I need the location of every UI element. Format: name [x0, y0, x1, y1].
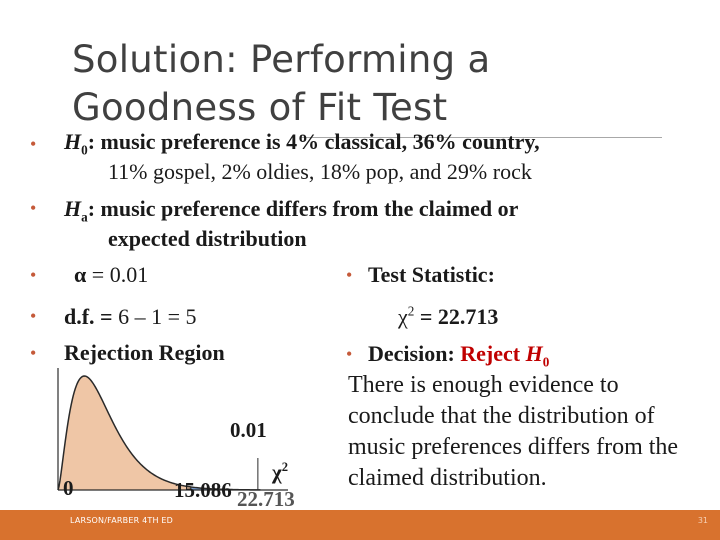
decision: Decision: Reject H0 [368, 341, 550, 370]
conclusion-text: There is enough evidence to conclude tha… [348, 372, 679, 491]
null-hypothesis-cont: 11% gospel, 2% oldies, 18% pop, and 29% … [108, 159, 532, 184]
title-divider [300, 137, 662, 138]
footer-bar [0, 510, 720, 540]
slide-title: Solution: Performing a Goodness of Fit T… [72, 38, 491, 129]
tail-area-label: 0.01 [230, 418, 267, 442]
curve-area [58, 376, 261, 490]
footer-credit: LARSON/FARBER 4TH ED [70, 516, 174, 525]
bullet: • [30, 134, 37, 154]
bullet: • [346, 265, 353, 285]
alternative-hypothesis: Ha: music preference differs from the cl… [64, 196, 519, 225]
x-tick-critical: 15.086 [174, 478, 232, 502]
degrees-of-freedom: d.f. = 6 – 1 = 5 [64, 304, 197, 329]
null-hypothesis: H0: music preference is 4% classical, 36… [64, 129, 540, 158]
x-axis-label: χ2 [272, 460, 288, 484]
significance-level: α = 0.01 [74, 262, 149, 287]
x-tick-statistic: 22.713 [237, 487, 295, 511]
bullet: • [30, 343, 37, 363]
alternative-hypothesis-cont: expected distribution [108, 226, 307, 251]
bullet: • [30, 265, 37, 285]
slide-number: 31 [697, 516, 708, 525]
test-statistic-value: χ2 = 22.713 [398, 303, 499, 329]
rejection-region-label: Rejection Region [64, 340, 225, 365]
x-tick-origin: 0 [63, 476, 74, 500]
bullet: • [346, 344, 353, 364]
bullet: • [30, 198, 37, 218]
test-statistic-label: Test Statistic: [368, 262, 495, 287]
bullet: • [30, 306, 37, 326]
chi-square-curve-chart [57, 368, 288, 491]
